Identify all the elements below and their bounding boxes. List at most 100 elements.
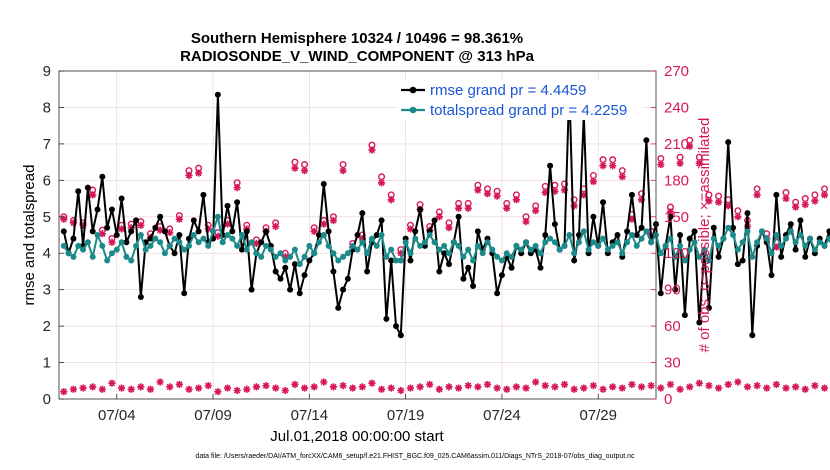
totalspread-point [417,242,424,249]
totalspread-point [147,242,154,249]
x-tick-label: 07/19 [387,407,425,424]
totalspread-point [585,246,592,253]
totalspread-point [758,228,765,235]
obs-assimilated-marker [127,224,135,232]
rmse-point [797,217,804,224]
obs-assimilated-marker [445,224,453,232]
y-right-tick-label: 150 [664,209,689,226]
totalspread-point [590,239,597,246]
totalspread-point [580,228,587,235]
totalspread-point [489,246,496,253]
totalspread-point [503,250,510,257]
totalspread-point [301,253,308,260]
rmse-point [590,213,597,220]
totalspread-point [787,228,794,235]
totalspread-point [754,239,761,246]
rmse-point [407,257,414,264]
rmse-point [667,213,674,220]
rmse-point [190,217,197,224]
totalspread-point [388,246,395,253]
obs-assimilated-marker [580,191,588,199]
totalspread-point [460,253,467,260]
obs-assimilated-marker [281,253,289,261]
y-left-tick-label: 9 [43,63,51,80]
obs-assimilated-low-marker [820,384,829,392]
obs-assimilated-low-marker [185,385,193,393]
totalspread-point [821,242,828,249]
obs-assimilated-low-marker [377,385,386,393]
rmse-point [744,210,751,217]
rmse-point [258,239,265,246]
obs-assimilated-low-marker [349,384,357,392]
totalspread-point [84,239,91,246]
obs-assimilated-low-marker [98,385,106,393]
rmse-point [412,228,419,235]
totalspread-point [691,239,698,246]
totalspread-point [782,235,789,242]
totalspread-point [214,213,221,220]
obs-assimilated-marker [474,186,482,194]
rmse-point [677,232,684,238]
y-left-tick-label: 5 [43,209,51,226]
totalspread-point [205,242,212,249]
obs-assimilated-marker [589,177,598,186]
totalspread-point [402,239,409,246]
totalspread-point [773,232,780,238]
rmse-point [628,191,635,198]
obs-assimilated-low-marker [589,382,598,390]
totalspread-point [523,239,530,246]
obs-assimilated-low-marker [339,382,347,390]
obs-assimilated-low-marker [310,383,318,391]
obs-possible-marker [801,195,809,203]
rmse-point [84,184,91,191]
rmse-point [686,235,693,242]
rmse-point [364,268,371,275]
obs-assimilated-marker [320,220,328,228]
obs-assimilated-low-marker [782,384,790,392]
rmse-point [161,228,168,235]
obs-assimilated-marker [532,207,540,215]
totalspread-point [807,235,814,242]
rmse-point [498,272,505,279]
totalspread-point [373,242,380,249]
rmse-point [773,191,780,198]
legend-rmse-marker [409,86,417,94]
obs-assimilated-low-marker [763,384,771,392]
totalspread-point [677,242,684,249]
rmse-point [802,253,809,260]
totalspread-point [137,232,144,238]
obs-assimilated-low-marker [195,384,203,392]
obs-assimilated-low-marker [397,386,405,395]
obs-assimilated-marker [455,204,463,212]
totalspread-point [219,239,226,246]
rmse-point [542,232,549,238]
obs-assimilated-low-marker [464,382,472,390]
totalspread-point [643,228,650,235]
rmse-point [214,91,221,98]
totalspread-point [749,253,756,260]
rmse-point [638,224,645,231]
obs-assimilated-low-marker [734,378,742,386]
y-right-tick-label: 120 [664,245,689,262]
obs-assimilated-low-marker [705,382,713,390]
rmse-point [378,217,385,224]
totalspread-point [157,239,164,246]
rmse-point [431,217,438,224]
obs-assimilated-low-marker [532,378,540,386]
obs-assimilated-marker [98,230,106,238]
obs-assimilated-marker [599,162,607,170]
obs-assimilated-low-marker [714,384,723,392]
rmse-point [508,264,515,271]
rmse-point [705,304,712,311]
totalspread-point [648,239,655,246]
obs-assimilated-low-marker [666,380,675,389]
rmse-point [696,319,703,326]
obs-assimilated-marker [734,213,742,221]
obs-assimilated-marker [397,249,405,257]
obs-assimilated-marker [435,213,443,221]
rmse-point [657,290,664,297]
obs-possible-marker [753,185,761,193]
rmse-point [460,275,467,282]
rmse-point [248,286,255,293]
rmse-point [681,312,688,319]
